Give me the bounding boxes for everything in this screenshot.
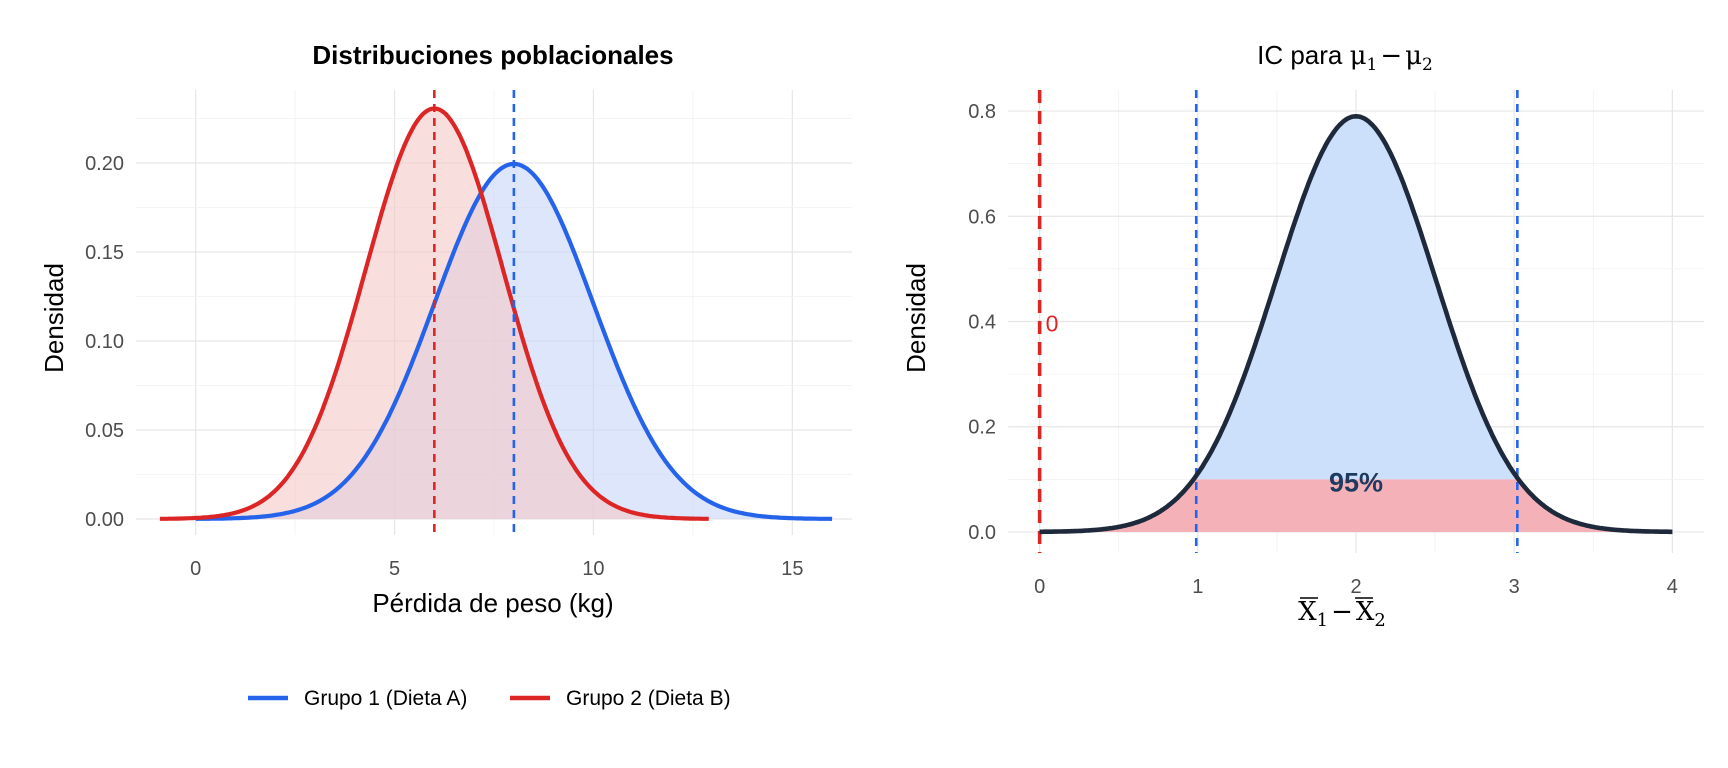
zero-line-label: 0: [1046, 311, 1059, 337]
y-tick-label: 0.15: [85, 242, 124, 264]
density-fills: [159, 108, 833, 519]
y-tick-label: 0.05: [85, 420, 124, 442]
x-tick-labels: 0 1 2 3 4: [1034, 576, 1678, 598]
y-tick-label: 0.20: [85, 153, 124, 175]
xsub2: 2: [1374, 610, 1385, 631]
x-tick-label: 4: [1667, 576, 1678, 598]
y-tick-labels: 0.00 0.05 0.10 0.15 0.20: [85, 153, 124, 531]
x-tick-label: 3: [1509, 576, 1520, 598]
title-sub2: 2: [1422, 55, 1433, 75]
y-tick-label: 0.6: [968, 206, 996, 228]
panel-population-distributions: Distribuciones poblacionales 0 5 10 15 0.00…: [39, 40, 852, 618]
density-curve: [1038, 114, 1674, 535]
x-tick-label: 0: [1034, 576, 1045, 598]
y-axis-title: Densidad: [39, 263, 69, 373]
chart-title: Distribuciones poblacionales: [312, 40, 673, 70]
legend-label-grupo-2: Grupo 2 (Dieta B): [566, 687, 731, 710]
x-tick-labels: 0 5 10 15: [190, 558, 803, 580]
xminus: −: [1331, 597, 1353, 627]
chart-title: IC para μ1− μ2: [1257, 40, 1433, 75]
title-sub1: 1: [1367, 55, 1378, 75]
y-tick-label: 0.8: [968, 101, 996, 123]
base-band-fill: [1039, 479, 1673, 532]
annotations: 95% 0: [1046, 311, 1383, 498]
title-mu2: μ: [1405, 41, 1422, 71]
x-tick-label: 15: [781, 558, 803, 580]
area-fills: [1039, 116, 1673, 532]
y-tick-label: 0.10: [85, 331, 124, 353]
title-mu1: μ: [1350, 41, 1367, 71]
ci-area-fill: [1196, 116, 1518, 480]
xbar2: X: [1356, 597, 1375, 627]
x-tick-label: 0: [190, 558, 201, 580]
y-tick-label: 0.0: [968, 522, 996, 544]
y-tick-label: 0.00: [85, 509, 124, 531]
density-fill-series-2: [159, 108, 709, 519]
title-minus: −: [1380, 41, 1402, 71]
ci-level-label: 95%: [1329, 467, 1383, 497]
x-axis-title-text: X1− X2: [1298, 597, 1386, 631]
y-tick-label: 0.2: [968, 417, 996, 439]
title-prefix: IC para: [1257, 40, 1350, 70]
xsub1: 1: [1317, 610, 1328, 631]
xbar1: X: [1298, 597, 1317, 627]
x-tick-label: 1: [1192, 576, 1203, 598]
legend: Grupo 1 (Dieta A) Grupo 2 (Dieta B): [248, 687, 731, 710]
sampling-distribution-curve: [1038, 114, 1674, 535]
reference-lines: [433, 90, 516, 535]
x-axis-title: Pérdida de peso (kg): [372, 588, 613, 618]
y-tick-label: 0.4: [968, 312, 996, 334]
x-tick-label: 10: [582, 558, 604, 580]
x-tick-label: 2: [1350, 576, 1361, 598]
x-tick-label: 5: [389, 558, 400, 580]
legend-label-grupo-1: Grupo 1 (Dieta A): [304, 687, 467, 710]
x-axis-title: X1− X2: [1298, 597, 1386, 631]
y-tick-labels: 0.0 0.2 0.4 0.6 0.8: [968, 101, 996, 544]
y-axis-title: Densidad: [901, 263, 931, 373]
